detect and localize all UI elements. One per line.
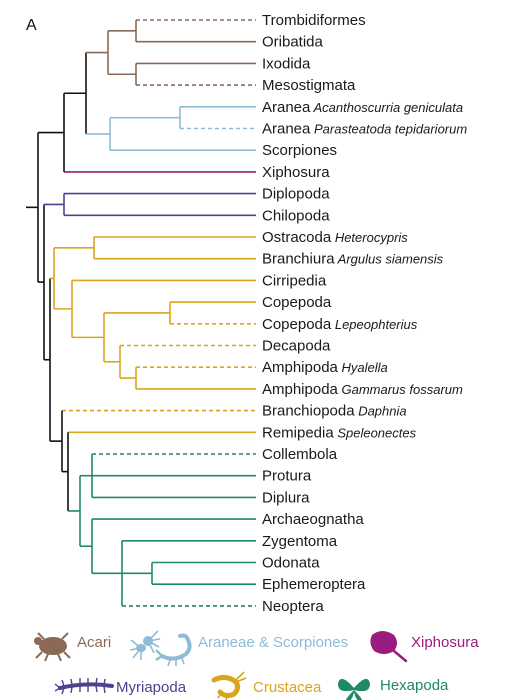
legend-label-myriapoda: Myriapoda: [116, 679, 187, 696]
taxon-label: Neoptera: [262, 598, 324, 615]
taxon-label: Mesostigmata: [262, 77, 356, 94]
taxon-label: Ixodida: [262, 55, 311, 72]
butterfly-icon: [338, 678, 370, 700]
taxon-label: Oribatida: [262, 34, 324, 51]
shrimp-icon: [211, 671, 247, 700]
legend-label-crustacea: Crustacea: [253, 679, 322, 696]
taxon-label: Ephemeroptera: [262, 576, 366, 593]
mite-icon: [34, 632, 71, 662]
tree-branches: [26, 19, 256, 607]
legend: Acari Araneae & Scorpiones Xiphosura Myr…: [34, 630, 479, 700]
taxon-label: Ostracoda Heterocypris: [262, 229, 408, 246]
taxon-label: Copepoda Lepeophterius: [262, 316, 418, 333]
legend-label-araneae: Araneae & Scorpiones: [198, 634, 348, 651]
horseshoe-crab-icon: [370, 631, 408, 663]
taxon-label: Aranea Acanthoscurria geniculata: [262, 99, 463, 116]
taxon-label: Trombidiformes: [262, 12, 366, 29]
taxon-label: Remipedia Speleonectes: [262, 424, 417, 441]
taxon-label: Aranea Parasteatoda tepidariorum: [262, 121, 467, 138]
taxon-label: Scorpiones: [262, 142, 337, 159]
legend-label-xiphosura: Xiphosura: [411, 634, 479, 651]
taxon-label: Protura: [262, 468, 312, 485]
spider-scorpion-icon: [129, 630, 192, 667]
taxon-label: Decapoda: [262, 338, 331, 355]
taxon-label: Branchiopoda Daphnia: [262, 403, 407, 420]
taxon-label: Cirripedia: [262, 272, 327, 289]
panel-label: A: [26, 17, 37, 34]
legend-label-hexapoda: Hexapoda: [380, 677, 449, 694]
taxon-label: Copepoda: [262, 294, 332, 311]
taxon-label: Amphipoda Hyalella: [262, 359, 388, 376]
taxon-label: Collembola: [262, 446, 338, 463]
taxon-label: Diplopoda: [262, 186, 330, 203]
taxon-labels: Trombidiformes Oribatida Ixodida Mesostigma…: [262, 12, 467, 615]
taxon-label: Xiphosura: [262, 164, 330, 181]
taxon-label: Archaeognatha: [262, 511, 364, 528]
taxon-label: Chilopoda: [262, 207, 330, 224]
taxon-label: Odonata: [262, 555, 320, 572]
centipede-icon: [54, 677, 114, 695]
taxon-label: Amphipoda Gammarus fossarum: [262, 381, 463, 398]
taxon-label: Branchiura Argulus siamensis: [262, 251, 444, 268]
legend-label-acari: Acari: [77, 634, 111, 651]
taxon-label: Zygentoma: [262, 533, 338, 550]
taxon-label: Diplura: [262, 489, 310, 506]
